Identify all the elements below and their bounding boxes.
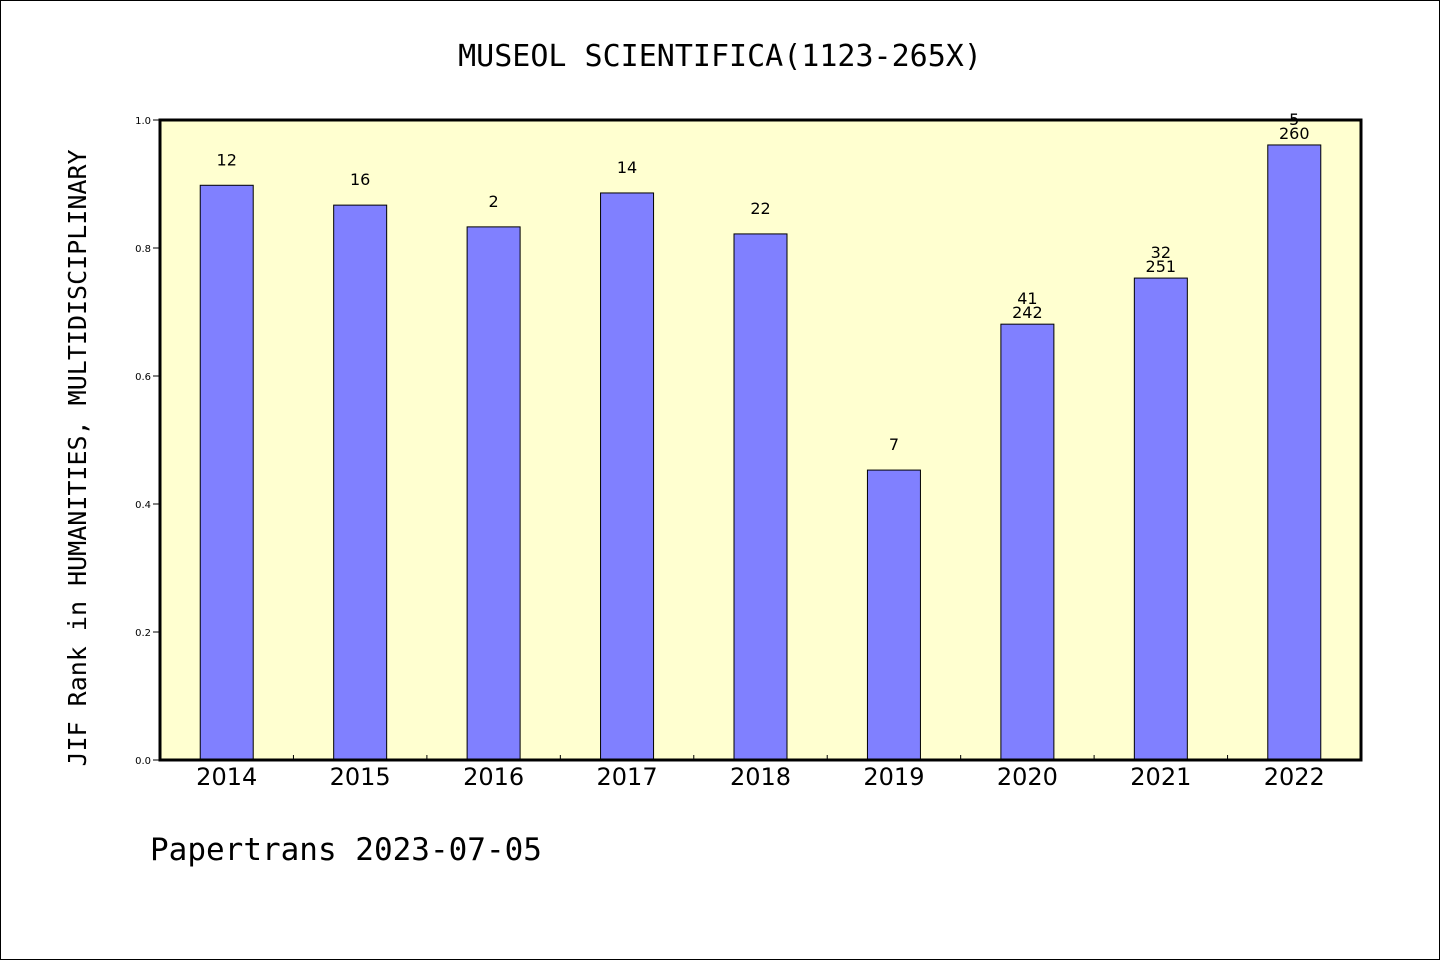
bar <box>1000 323 1055 761</box>
y-axis: 0.0 0.2 0.4 0.6 0.8 1.0 <box>135 116 160 767</box>
x-axis: 2014 2015 2016 2017 2018 2019 2020 2021 2022 <box>196 755 1325 791</box>
bar <box>600 192 655 761</box>
y-axis-label: JIF Rank in HUMANITIES, MULTIDISCIPLINAR… <box>63 149 92 766</box>
y-tick-label: 0.6 <box>135 372 151 383</box>
bar <box>1267 144 1322 761</box>
x-tick-label: 2022 <box>1264 763 1325 791</box>
bar-value-label: 12 <box>217 150 237 169</box>
x-tick-label: 2018 <box>730 763 791 791</box>
chart-title: MUSEOL SCIENTIFICA(1123-265X) <box>458 39 982 74</box>
x-tick-label: 2015 <box>330 763 391 791</box>
bar-rank-label: 32 <box>1151 243 1171 262</box>
bar-total-label: 242 <box>1012 303 1043 322</box>
y-tick-label: 0.4 <box>135 500 151 511</box>
y-tick-label: 0.2 <box>135 628 151 639</box>
bar <box>333 204 388 761</box>
x-tick-label: 2021 <box>1130 763 1191 791</box>
bar-total-label: 260 <box>1279 124 1310 143</box>
bar-series <box>199 144 1322 761</box>
bar-value-label: 7 <box>889 435 899 454</box>
bar-value-label: 14 <box>617 158 637 177</box>
bar-value-label: 16 <box>350 170 370 189</box>
plot-frame <box>158 118 1363 762</box>
x-tick-label: 2016 <box>463 763 524 791</box>
bar-rank-label: 41 <box>1017 289 1037 308</box>
bar-value-label: 2 <box>489 192 499 211</box>
bar <box>199 184 254 761</box>
bar <box>866 469 921 761</box>
footer-text: Papertrans 2023-07-05 <box>150 832 542 868</box>
bar <box>1133 277 1188 761</box>
x-tick-label: 2017 <box>597 763 658 791</box>
bar-total-label: 251 <box>1146 257 1177 276</box>
y-tick-label: 0.0 <box>135 756 151 767</box>
x-tick-label: 2014 <box>196 763 257 791</box>
bar-value-label: 22 <box>750 199 770 218</box>
x-tick-label: 2020 <box>997 763 1058 791</box>
x-tick-label: 2019 <box>863 763 924 791</box>
bar <box>466 226 521 761</box>
y-tick-label: 0.8 <box>135 244 151 255</box>
bar <box>733 233 788 761</box>
y-tick-label: 1.0 <box>135 116 151 127</box>
